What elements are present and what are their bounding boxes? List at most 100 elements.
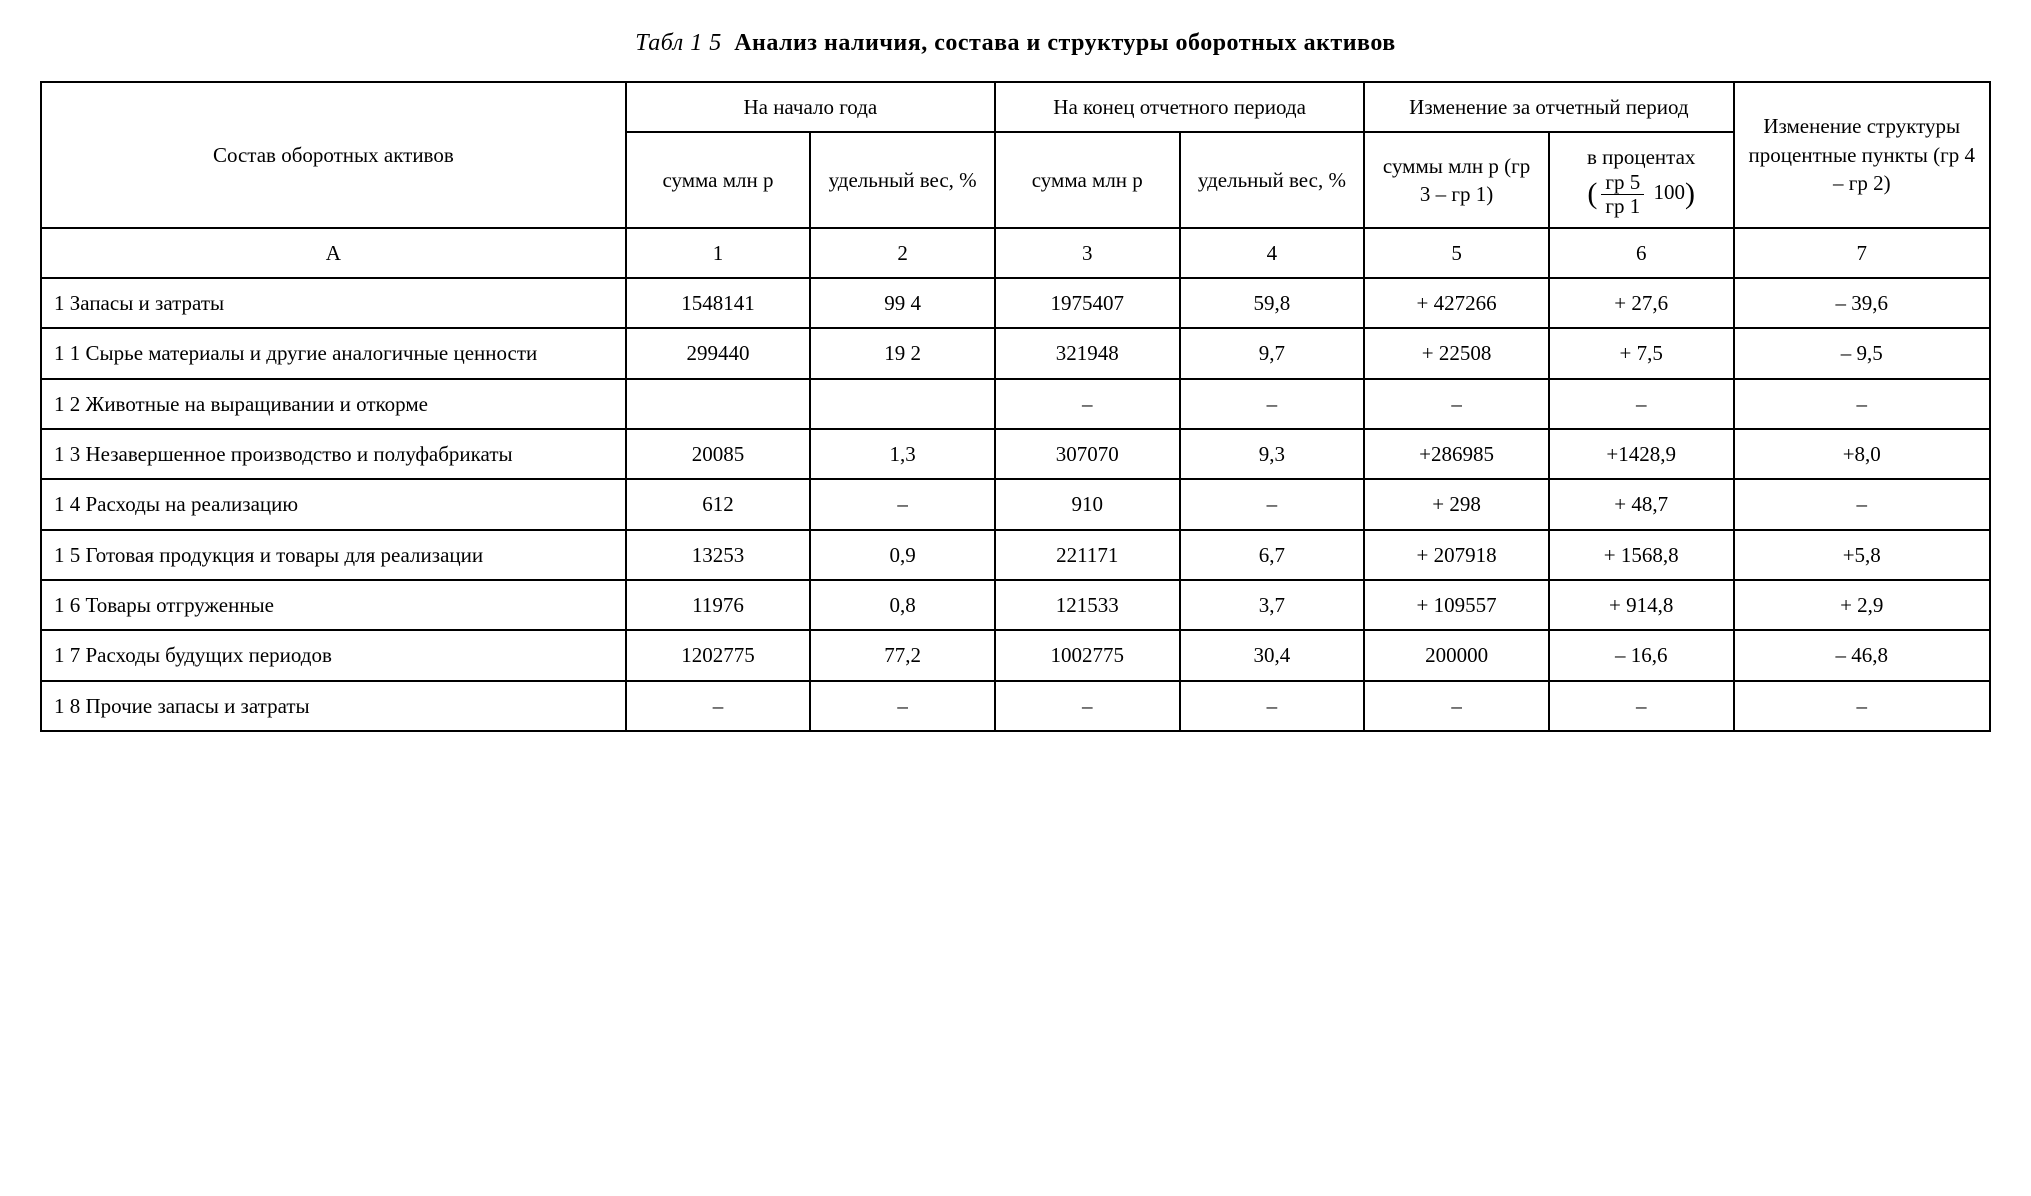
cell: + 914,8 [1549, 580, 1734, 630]
header-label: Состав оборотных активов [41, 82, 626, 228]
header-begin-weight: удельный вес, % [810, 132, 995, 227]
row-label: 1 1 Сырье материалы и другие ана­логичны… [41, 328, 626, 378]
cell: + 298 [1364, 479, 1549, 529]
cell: 3,7 [1180, 580, 1365, 630]
row-label: 1 4 Расходы на реализацию [41, 479, 626, 529]
cell: – [995, 379, 1180, 429]
header-group-end: На конец отчетного периода [995, 82, 1364, 132]
header-group-begin: На начало года [626, 82, 995, 132]
header-row-1: Состав оборотных активов На начало года … [41, 82, 1990, 132]
cell: +5,8 [1734, 530, 1990, 580]
cell: 307070 [995, 429, 1180, 479]
header-change-pct: в процентах ( гр 5 гр 1 100) [1549, 132, 1734, 227]
table-row: 1 2 Животные на выращивании и от­корме –… [41, 379, 1990, 429]
cell: 77,2 [810, 630, 995, 680]
letter-cell: 2 [810, 228, 995, 278]
cell: 9,3 [1180, 429, 1365, 479]
cell: + 22508 [1364, 328, 1549, 378]
analysis-table: Состав оборотных активов На начало года … [40, 81, 1991, 732]
row-label: 1 6 Товары отгруженные [41, 580, 626, 630]
cell: 6,7 [1180, 530, 1365, 580]
cell: 20085 [626, 429, 811, 479]
cell: – [1364, 379, 1549, 429]
cell: + 27,6 [1549, 278, 1734, 328]
cell: 321948 [995, 328, 1180, 378]
cell: 11976 [626, 580, 811, 630]
cell: – 16,6 [1549, 630, 1734, 680]
cell: – [1734, 681, 1990, 731]
cell: 1002775 [995, 630, 1180, 680]
cell: 1548141 [626, 278, 811, 328]
letter-cell: 4 [1180, 228, 1365, 278]
cell: 299440 [626, 328, 811, 378]
cell: – [1180, 479, 1365, 529]
row-label: 1 2 Животные на выращивании и от­корме [41, 379, 626, 429]
header-end-sum: сумма млн р [995, 132, 1180, 227]
cell: – [1734, 379, 1990, 429]
cell: – [1734, 479, 1990, 529]
cell: 1975407 [995, 278, 1180, 328]
header-begin-sum: сумма млн р [626, 132, 811, 227]
cell: – [1549, 379, 1734, 429]
cell: 910 [995, 479, 1180, 529]
cell: +1428,9 [1549, 429, 1734, 479]
cell: + 1568,8 [1549, 530, 1734, 580]
cell: – [626, 681, 811, 731]
letter-cell: 7 [1734, 228, 1990, 278]
cell: + 427266 [1364, 278, 1549, 328]
letter-cell: А [41, 228, 626, 278]
cell: 99 4 [810, 278, 995, 328]
table-row: 1 4 Расходы на реализацию 612 – 910 – + … [41, 479, 1990, 529]
cell: 221171 [995, 530, 1180, 580]
letter-cell: 6 [1549, 228, 1734, 278]
cell: + 7,5 [1549, 328, 1734, 378]
cell: – [810, 681, 995, 731]
title-main: Анализ наличия, состава и структуры обор… [734, 30, 1396, 56]
frac-top: гр 5 [1601, 172, 1644, 195]
table-row: 1 8 Прочие запасы и затраты – – – – – – … [41, 681, 1990, 731]
cell: 0,9 [810, 530, 995, 580]
letter-cell: 3 [995, 228, 1180, 278]
cell: – [810, 479, 995, 529]
cell: + 2,9 [1734, 580, 1990, 630]
table-row: 1 1 Сырье материалы и другие ана­логичны… [41, 328, 1990, 378]
cell: – [1180, 379, 1365, 429]
cell: – [1364, 681, 1549, 731]
frac-bot: гр 1 [1601, 195, 1644, 217]
cell: 19 2 [810, 328, 995, 378]
cell: +8,0 [1734, 429, 1990, 479]
frac-mult: 100 [1654, 180, 1686, 204]
cell: – [995, 681, 1180, 731]
cell: 121533 [995, 580, 1180, 630]
cell: 1202775 [626, 630, 811, 680]
cell: – 39,6 [1734, 278, 1990, 328]
row-label: 1 8 Прочие запасы и затраты [41, 681, 626, 731]
cell: – [1180, 681, 1365, 731]
cell: 30,4 [1180, 630, 1365, 680]
letter-row: А 1 2 3 4 5 6 7 [41, 228, 1990, 278]
cell: 9,7 [1180, 328, 1365, 378]
cell: – [1549, 681, 1734, 731]
table-body: 1 Запасы и затраты 1548141 99 4 1975407 … [41, 278, 1990, 731]
cell: +286985 [1364, 429, 1549, 479]
cell: 0,8 [810, 580, 995, 630]
pct-change-prefix: в процентах [1587, 145, 1695, 169]
cell [810, 379, 995, 429]
table-row: 1 6 Товары отгруженные 11976 0,8 121533 … [41, 580, 1990, 630]
cell: + 48,7 [1549, 479, 1734, 529]
table-row: 1 Запасы и затраты 1548141 99 4 1975407 … [41, 278, 1990, 328]
cell: – 46,8 [1734, 630, 1990, 680]
row-label: 1 5 Готовая продукция и товары для реали… [41, 530, 626, 580]
letter-cell: 5 [1364, 228, 1549, 278]
table-row: 1 3 Незавершенное производство и по­луфа… [41, 429, 1990, 479]
cell: 612 [626, 479, 811, 529]
table-title: Табл 1 5 Анализ наличия, состава и струк… [40, 30, 1991, 57]
cell: 200000 [1364, 630, 1549, 680]
cell: + 207918 [1364, 530, 1549, 580]
header-struct-change: Изменение структуры про­центные пунк­ты … [1734, 82, 1990, 228]
cell: – 9,5 [1734, 328, 1990, 378]
table-row: 1 7 Расходы будущих периодов 1202775 77,… [41, 630, 1990, 680]
pct-change-formula: ( гр 5 гр 1 100) [1587, 180, 1695, 204]
row-label: 1 Запасы и затраты [41, 278, 626, 328]
letter-cell: 1 [626, 228, 811, 278]
